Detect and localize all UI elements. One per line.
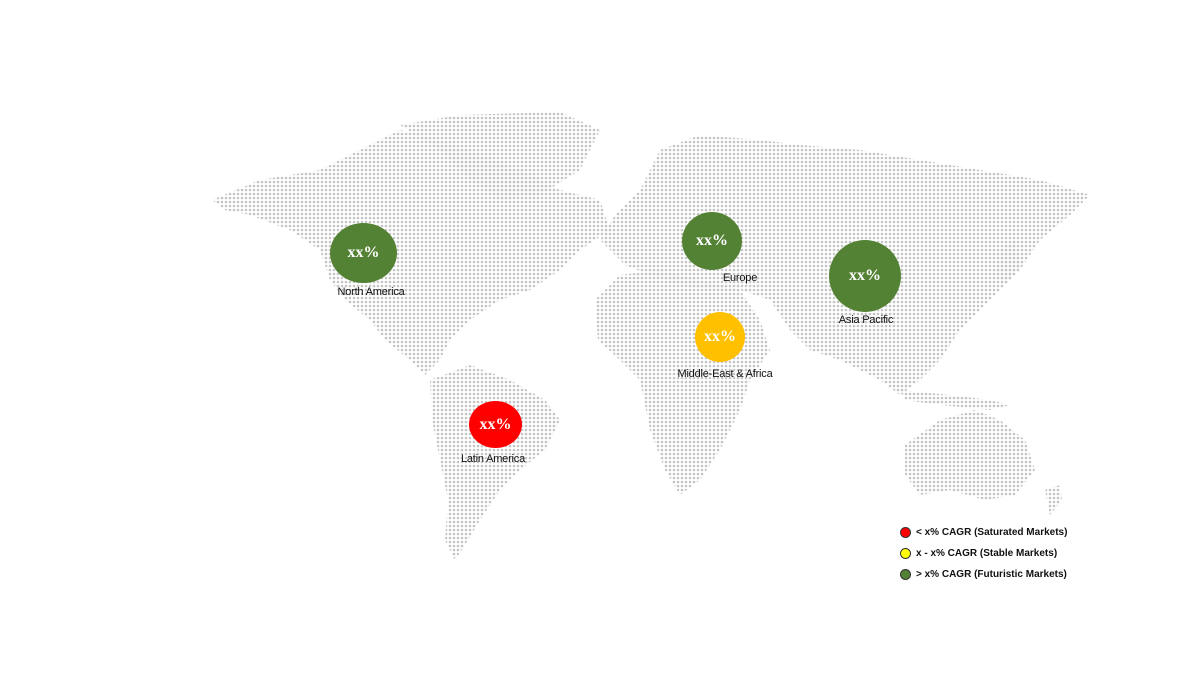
legend-label: < x% CAGR (Saturated Markets) bbox=[916, 527, 1068, 538]
legend-item-futuristic: > x% CAGR (Futuristic Markets) bbox=[900, 564, 1067, 585]
legend-label: x - x% CAGR (Stable Markets) bbox=[916, 548, 1058, 559]
green-circle-icon bbox=[900, 569, 911, 580]
region-label: Europe bbox=[722, 272, 758, 284]
legend-item-stable: x - x% CAGR (Stable Markets) bbox=[900, 543, 1067, 564]
japan-land bbox=[995, 240, 1022, 285]
region-value: xx% bbox=[696, 232, 728, 249]
new-zealand-land bbox=[1045, 485, 1062, 515]
south-america-land bbox=[430, 365, 560, 560]
region-label: North America bbox=[337, 286, 405, 298]
legend-item-saturated: < x% CAGR (Saturated Markets) bbox=[900, 522, 1067, 543]
middle-east-africa-bubble: xx% bbox=[695, 312, 745, 362]
legend: < x% CAGR (Saturated Markets) x - x% CAG… bbox=[900, 522, 1067, 585]
yellow-circle-icon bbox=[900, 548, 911, 559]
europe-bubble: xx% bbox=[682, 212, 742, 270]
asia-pacific-bubble: xx% bbox=[829, 240, 901, 312]
region-label: Latin America bbox=[460, 453, 526, 465]
region-value: xx% bbox=[347, 244, 380, 261]
indonesia-land bbox=[900, 390, 1010, 410]
north-america-bubble: xx% bbox=[330, 223, 397, 283]
greenland-land bbox=[400, 112, 600, 200]
region-label: Asia Pacific bbox=[838, 314, 894, 326]
region-value: xx% bbox=[479, 415, 512, 433]
region-value: xx% bbox=[704, 328, 736, 345]
region-value: xx% bbox=[849, 267, 881, 284]
latin-america-bubble: xx% bbox=[469, 401, 522, 448]
legend-label: > x% CAGR (Futuristic Markets) bbox=[916, 569, 1067, 580]
region-label: Middle-East & Africa bbox=[677, 368, 773, 380]
africa-land bbox=[595, 270, 770, 495]
australia-land bbox=[905, 410, 1035, 500]
red-circle-icon bbox=[900, 527, 911, 538]
